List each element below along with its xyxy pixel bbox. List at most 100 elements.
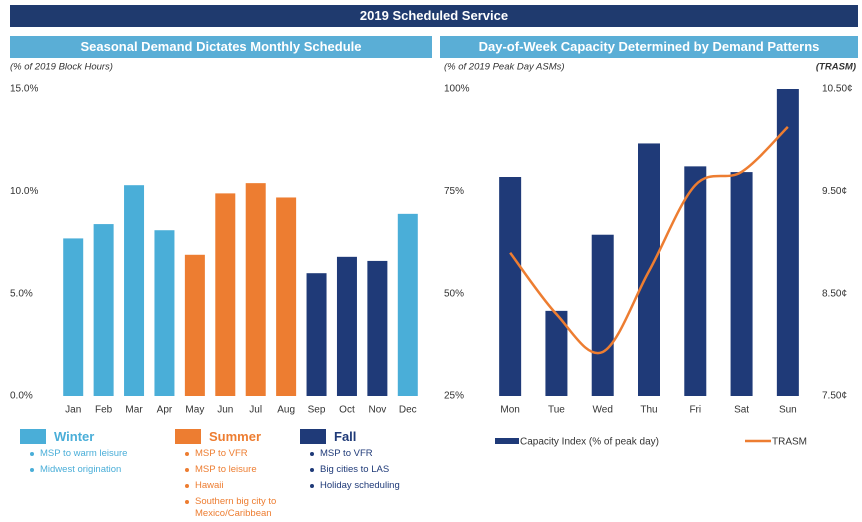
bar [154, 230, 175, 396]
bar [93, 224, 114, 396]
legend-item: Hawaii [185, 480, 295, 492]
bar [276, 197, 297, 396]
legend-item: MSP to leisure [185, 464, 295, 476]
x-tick-label: Nov [368, 405, 386, 416]
y2-axis-label: (TRASM) [816, 62, 856, 73]
x-tick-label: Sat [734, 405, 749, 416]
x-tick-label: Mar [125, 405, 143, 416]
bar [63, 238, 84, 396]
bar [184, 254, 205, 396]
legend-item-text: MSP to VFR [320, 448, 373, 459]
bar [367, 260, 388, 396]
y2-tick-label: 7.50¢ [822, 391, 847, 402]
legend-bullet [185, 452, 189, 456]
legend-swatch [495, 438, 519, 444]
x-tick-label: Fri [689, 405, 701, 416]
legend-label: Summer [209, 428, 262, 444]
legend-label: TRASM [772, 437, 807, 448]
x-tick-label: Oct [339, 405, 355, 416]
y-tick-label: 0.0% [10, 391, 33, 402]
legend-item-text: Holiday scheduling [320, 480, 400, 491]
legend-group: Summer MSP to VFR MSP to leisure Hawaii Sout… [175, 428, 295, 522]
x-tick-label: Mon [500, 405, 519, 416]
banner-title: 2019 Scheduled Service [10, 5, 858, 27]
legend-heading: Fall [300, 428, 440, 444]
x-tick-label: Sun [779, 405, 797, 416]
legend-swatch [175, 428, 201, 444]
bar [336, 256, 357, 396]
legend-swatch [300, 428, 326, 444]
legend-bullet [310, 468, 314, 472]
x-tick-label: Dec [399, 405, 417, 416]
legend-heading: Winter [20, 428, 170, 444]
x-tick-label: Aug [277, 405, 295, 416]
y-tick-label: 100% [444, 84, 470, 95]
legend-item: Holiday scheduling [310, 480, 440, 492]
x-tick-label: Sep [308, 405, 326, 416]
legend-item: MSP to VFR [310, 448, 440, 460]
legend-bullet [310, 484, 314, 488]
legend-group: Winter MSP to warm leisure Midwest origina… [20, 428, 170, 480]
bar [730, 172, 753, 396]
x-tick-label: Jan [65, 405, 81, 416]
legend-bullet [185, 500, 189, 504]
bar [591, 234, 614, 396]
x-tick-label: May [185, 405, 204, 416]
x-tick-label: Tue [548, 405, 565, 416]
legend-item: MSP to warm leisure [30, 448, 170, 460]
bar [776, 89, 799, 396]
y2-tick-label: 9.50¢ [822, 186, 847, 197]
y2-tick-label: 10.50¢ [822, 84, 853, 95]
y-tick-label: 10.0% [10, 186, 38, 197]
x-tick-label: Feb [95, 405, 113, 416]
legend-item: Big cities to LAS [310, 464, 440, 476]
x-tick-label: Apr [157, 405, 173, 416]
legend-group: Fall MSP to VFR Big cities to LAS Holiday s… [300, 428, 440, 496]
chart-title: Seasonal Demand Dictates Monthly Schedul… [10, 36, 432, 58]
bar [245, 183, 266, 396]
bar [306, 273, 327, 396]
y-tick-label: 5.0% [10, 288, 33, 299]
bar [397, 213, 418, 396]
legend-item-text: MSP to leisure [195, 464, 257, 475]
legend-item-text: Midwest origination [40, 464, 122, 475]
legend-item-text: Big cities to LAS [320, 464, 390, 475]
legend-label: Winter [54, 428, 95, 444]
bar [684, 166, 707, 396]
x-tick-label: Jul [249, 405, 262, 416]
x-tick-label: Jun [217, 405, 233, 416]
legend-bullet [30, 468, 34, 472]
legend-item: MSP to VFR [185, 448, 295, 460]
y-axis-label: (% of 2019 Peak Day ASMs) [444, 62, 565, 73]
legend-bullet [30, 452, 34, 456]
bar [545, 310, 568, 396]
legend-swatch [20, 428, 46, 444]
x-tick-label: Wed [593, 405, 613, 416]
legend-item-text: MSP to VFR [195, 448, 248, 459]
legend-item-text: MSP to warm leisure [40, 448, 128, 459]
legend-label: Fall [334, 428, 357, 444]
bar [215, 193, 236, 396]
y-tick-label: 50% [444, 288, 464, 299]
y-tick-label: 25% [444, 391, 464, 402]
bar [124, 185, 145, 396]
legend-bullet [310, 452, 314, 456]
legend-heading: Summer [175, 428, 295, 444]
legend-label: Capacity Index (% of peak day) [520, 437, 659, 448]
bar [499, 177, 522, 396]
legend-item: Midwest origination [30, 464, 170, 476]
y2-tick-label: 8.50¢ [822, 288, 847, 299]
y-tick-label: 15.0% [10, 84, 38, 95]
legend-item: Southern big city to Mexico/Caribbean [185, 496, 295, 520]
line [509, 125, 789, 355]
legend-bullet [185, 484, 189, 488]
legend-item-text: Southern big city to Mexico/Caribbean [195, 496, 277, 519]
chart-title: Day-of-Week Capacity Determined by Deman… [440, 36, 858, 58]
legend-item-text: Hawaii [195, 480, 224, 491]
y-tick-label: 75% [444, 186, 464, 197]
legend-bullet [185, 468, 189, 472]
x-tick-label: Thu [640, 405, 657, 416]
y-axis-label: (% of 2019 Block Hours) [10, 62, 113, 73]
